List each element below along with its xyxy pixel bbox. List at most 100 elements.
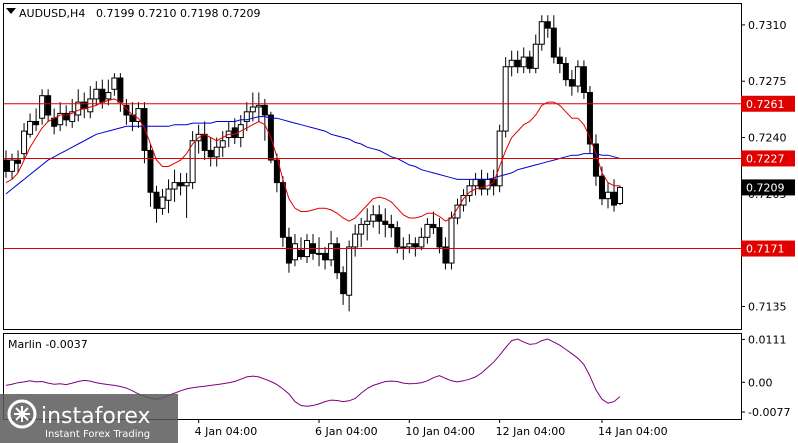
candle-body bbox=[279, 182, 286, 238]
level-price-tag: 0.7171 bbox=[741, 240, 795, 257]
candle-body bbox=[117, 77, 124, 103]
candle bbox=[261, 98, 268, 141]
marlin-line bbox=[5, 338, 621, 407]
candle-body bbox=[562, 63, 569, 81]
candle-body bbox=[171, 182, 178, 190]
candle bbox=[340, 266, 347, 305]
candle bbox=[611, 179, 618, 212]
candle-body bbox=[568, 79, 575, 87]
candle-body bbox=[520, 56, 527, 68]
candle-body bbox=[213, 146, 220, 158]
candle bbox=[213, 137, 220, 167]
chart-menu-triangle-icon[interactable] bbox=[6, 8, 16, 14]
candle-body bbox=[15, 159, 22, 164]
time-tick-label: 10 Jan 04:00 bbox=[405, 425, 475, 438]
level-price-tag: 0.7261 bbox=[741, 95, 795, 112]
candle-body bbox=[141, 108, 148, 151]
time-tick-label: 4 Jan 04:00 bbox=[195, 425, 258, 438]
candle-body bbox=[249, 106, 256, 113]
candle bbox=[334, 237, 341, 280]
candle bbox=[285, 227, 292, 273]
candle bbox=[556, 47, 563, 74]
candle-body bbox=[63, 112, 70, 121]
current-price-tag: 0.7209 bbox=[741, 179, 795, 196]
candle-body bbox=[442, 246, 449, 264]
candle bbox=[39, 89, 46, 125]
candle bbox=[580, 60, 587, 99]
candle-body bbox=[574, 66, 581, 87]
candle-body bbox=[99, 88, 106, 103]
levels-layer: 0.7261 0.7227 0.7171 bbox=[4, 95, 795, 257]
candle-body bbox=[580, 66, 587, 93]
instaforex-logo: instaforex Instant Forex Trading bbox=[0, 394, 178, 443]
candle-body bbox=[243, 111, 250, 122]
candle bbox=[75, 89, 82, 122]
level-price-label: 0.7261 bbox=[746, 98, 785, 111]
candle-body bbox=[93, 88, 100, 100]
candle-body bbox=[502, 66, 509, 132]
candle bbox=[183, 172, 190, 218]
candle-body bbox=[273, 159, 280, 184]
candle bbox=[3, 150, 9, 178]
candle bbox=[520, 47, 527, 74]
candle-body bbox=[436, 227, 443, 248]
candle bbox=[526, 50, 533, 74]
oscillator-label: Marlin -0.0037 bbox=[8, 338, 88, 351]
candle-body bbox=[394, 227, 401, 248]
candle-body bbox=[448, 217, 455, 264]
oscillator-tick-label: -0.0077 bbox=[748, 406, 790, 419]
candle-body bbox=[586, 91, 593, 145]
candle bbox=[424, 217, 431, 244]
candle-body bbox=[75, 101, 82, 116]
level-price-label: 0.7171 bbox=[746, 243, 785, 256]
candle bbox=[21, 123, 28, 161]
candle-body bbox=[526, 56, 533, 69]
candle bbox=[436, 217, 443, 254]
candle bbox=[147, 143, 154, 207]
candle-body bbox=[201, 133, 208, 151]
candle-body bbox=[111, 77, 118, 90]
candle bbox=[27, 113, 34, 138]
candle-body bbox=[544, 21, 551, 29]
oscillator-tick-label: 0.0111 bbox=[748, 333, 787, 346]
candle bbox=[189, 131, 196, 190]
candle-body bbox=[472, 178, 479, 187]
candle bbox=[412, 237, 419, 257]
candle-body bbox=[424, 223, 431, 238]
candle bbox=[57, 102, 64, 132]
candle bbox=[207, 137, 214, 167]
candle bbox=[460, 189, 467, 212]
candle-body bbox=[255, 104, 262, 108]
candle bbox=[388, 214, 395, 238]
candle-body bbox=[153, 191, 160, 209]
candle-body bbox=[69, 111, 76, 122]
candle-body bbox=[81, 101, 88, 110]
candle-body bbox=[231, 127, 238, 139]
current-price-label: 0.7209 bbox=[746, 181, 785, 194]
candle-body bbox=[514, 59, 521, 68]
candle bbox=[514, 50, 521, 74]
candle bbox=[9, 153, 16, 180]
candle-body bbox=[207, 149, 214, 158]
instaforex-emblem-icon bbox=[7, 399, 37, 429]
candle-body bbox=[105, 91, 112, 100]
candle-body bbox=[261, 104, 268, 116]
candle bbox=[322, 246, 329, 270]
price-tick-label: 0.7275 bbox=[748, 75, 787, 88]
candle bbox=[544, 15, 551, 38]
candle bbox=[346, 240, 353, 312]
candle bbox=[406, 234, 413, 254]
candle bbox=[135, 102, 142, 128]
logo-wordmark: instaforex bbox=[41, 404, 151, 429]
candle bbox=[502, 57, 509, 138]
candle-body bbox=[430, 223, 437, 229]
candle bbox=[249, 92, 256, 122]
candle-body bbox=[87, 98, 94, 113]
candle bbox=[358, 217, 365, 247]
candle bbox=[364, 208, 371, 241]
candle-body bbox=[21, 130, 28, 155]
candle-body bbox=[460, 194, 467, 206]
candle-body bbox=[159, 196, 166, 209]
candle bbox=[532, 34, 539, 74]
